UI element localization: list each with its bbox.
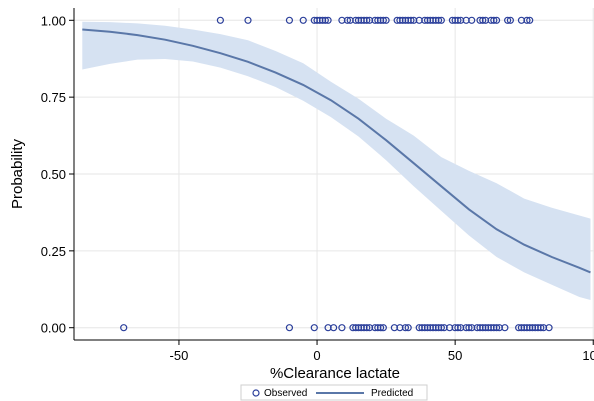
observed-point-y1-22 bbox=[379, 16, 387, 24]
observed-point-y1-41 bbox=[454, 16, 462, 24]
observed-point-y1-46 bbox=[479, 16, 487, 24]
legend-observed-label: Observed bbox=[264, 388, 307, 399]
y-tick-label-2: 0.50 bbox=[41, 167, 66, 182]
observed-point-y0-15 bbox=[376, 324, 385, 332]
observed-point-y0-45 bbox=[492, 324, 501, 332]
observed-point-y0-2 bbox=[310, 324, 318, 332]
y-axis-title: Probability bbox=[9, 138, 26, 209]
confidence-band bbox=[82, 21, 591, 301]
observed-point-y1-51 bbox=[504, 16, 512, 24]
y-tick-label-4: 1.00 bbox=[41, 13, 66, 28]
observed-point-y1-55 bbox=[526, 16, 534, 24]
x-axis-title: %Clearance lactate bbox=[270, 365, 400, 382]
x-tick-label-0: -50 bbox=[170, 348, 189, 363]
observed-point-y0-36 bbox=[465, 324, 473, 332]
observed-point-y1-49 bbox=[490, 16, 498, 24]
observed-point-y0-1 bbox=[285, 324, 294, 332]
y-tick-label-0: 0.00 bbox=[41, 321, 66, 336]
observed-point-y1-38 bbox=[437, 16, 445, 24]
observed-point-y1-2 bbox=[285, 16, 294, 24]
observed-point-y1-1 bbox=[244, 16, 252, 24]
predicted-line bbox=[82, 28, 591, 274]
observed-point-y0-58 bbox=[545, 324, 553, 332]
observed-points bbox=[120, 16, 553, 332]
observed-point-y1-44 bbox=[468, 16, 476, 24]
observed-point-y0-47 bbox=[501, 324, 509, 332]
observed-point-y1-0 bbox=[216, 16, 224, 24]
observed-point-y1-9 bbox=[324, 16, 332, 24]
observed-point-y1-54 bbox=[523, 16, 531, 24]
y-tick-label-3: 0.75 bbox=[41, 90, 66, 105]
observed-point-y0-0 bbox=[120, 324, 128, 332]
observed-point-y0-56 bbox=[537, 324, 545, 332]
observed-point-y1-3 bbox=[299, 16, 307, 24]
observed-point-y0-33 bbox=[454, 324, 462, 332]
observed-point-y0-4 bbox=[330, 324, 338, 332]
observed-point-y1-37 bbox=[434, 16, 443, 24]
observed-point-y0-20 bbox=[404, 324, 412, 332]
observed-point-y0-19 bbox=[401, 324, 410, 332]
observed-point-y1-17 bbox=[363, 16, 371, 24]
x-tick-label-3: 100 bbox=[582, 348, 594, 363]
observed-point-y0-29 bbox=[437, 324, 445, 332]
observed-point-y1-29 bbox=[407, 16, 415, 24]
observed-point-y1-50 bbox=[492, 16, 501, 24]
observed-point-y1-52 bbox=[506, 16, 514, 24]
observed-point-y1-11 bbox=[343, 16, 352, 24]
observed-point-y1-23 bbox=[382, 16, 390, 24]
x-tick-label-1: 0 bbox=[313, 348, 320, 363]
legend: Observed Predicted bbox=[240, 384, 428, 401]
y-tick-label-1: 0.25 bbox=[41, 244, 66, 259]
ticks: -50 0 50 100 0.00 0.25 0.50 0.75 1.00 bbox=[41, 13, 594, 363]
legend-predicted-label: Predicted bbox=[371, 388, 413, 399]
x-tick-label-2: 50 bbox=[448, 348, 462, 363]
observed-point-y1-8 bbox=[321, 16, 329, 24]
legend-observed-marker bbox=[252, 389, 260, 397]
observed-point-y0-16 bbox=[379, 324, 387, 332]
observed-point-y0-11 bbox=[363, 324, 371, 332]
observed-point-y0-5 bbox=[338, 324, 346, 332]
